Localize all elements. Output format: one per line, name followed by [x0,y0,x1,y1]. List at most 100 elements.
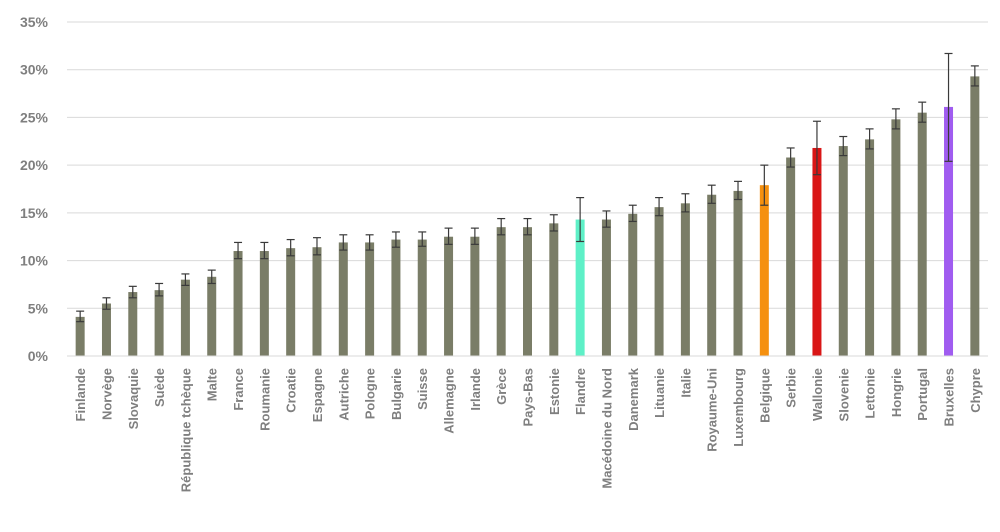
bar [601,219,611,356]
bars [75,76,980,357]
y-tick-label: 20% [20,157,49,173]
bar [128,292,138,356]
error-bar [365,234,374,251]
y-tick-label: 5% [28,300,49,316]
x-category-label: Allemagne [442,368,457,434]
x-category-label: Macédoine du Nord [599,368,614,489]
x-category-label: Norvège [99,368,114,420]
error-bar [549,214,558,232]
x-category-label: Malte [205,368,220,401]
x-category-label: Autriche [336,368,351,421]
error-bar [155,282,164,297]
x-category-label: République tchèque [178,368,193,492]
bar [523,227,532,356]
error-bar [260,241,269,260]
bar [101,303,111,356]
x-category-label: Wallonie [810,368,825,421]
error-bar [418,231,427,247]
error-bar [128,285,137,299]
error-bars [76,52,979,323]
x-category-label: Serbie [784,368,799,408]
error-bar [681,193,690,213]
x-category-label: Suède [152,368,167,407]
x-category-label: Grèce [494,368,509,405]
error-bar [523,217,532,236]
bar [628,213,638,356]
x-category-label: Croatie [284,368,299,413]
error-bar [707,184,716,204]
bar [338,242,348,356]
bar [891,119,901,356]
error-bar [76,310,85,323]
x-category-label: Bruxelles [942,368,957,427]
error-bar [891,108,900,130]
x-category-label: Lituanie [652,368,667,418]
x-category-label: Pologne [363,368,378,419]
bar [444,236,454,356]
x-category-label: Roumanie [257,368,272,431]
x-category-label: France [231,368,246,411]
bar [707,194,717,356]
error-bar [497,217,506,236]
x-category-label: Slovaquie [126,368,141,429]
bar [180,279,190,356]
error-bar [918,101,927,123]
bar [970,76,980,356]
y-axis-tick-labels: 0% 5% 10% 15% 20% 25% 30% 35% [20,14,49,364]
bar [865,139,875,356]
error-bar [102,297,111,310]
error-bar [470,227,479,245]
x-category-label: Espagne [310,368,325,422]
y-tick-label: 10% [20,253,49,269]
bar [944,106,954,356]
bar [786,157,796,356]
x-category-label: Hongrie [889,368,904,417]
bar [207,276,217,356]
bar [759,185,769,356]
error-bar [339,234,348,251]
error-bar [865,128,874,150]
bar [733,190,743,356]
error-bar [628,204,637,223]
error-bar [944,52,953,162]
x-category-label: Royaume-Uni [705,368,720,452]
bar [812,147,822,356]
y-tick-label: 25% [20,109,49,125]
error-bar [734,180,743,201]
y-tick-label: 0% [28,348,49,364]
y-tick-label: 35% [20,14,49,30]
error-bar [312,237,321,256]
error-bar [234,241,243,260]
x-category-label: Lettonie [863,368,878,419]
error-bar [207,269,216,285]
x-category-label: Flandre [573,368,588,415]
error-bar [786,147,795,168]
bar [312,247,322,356]
bar [75,316,85,356]
x-category-label: Pays-Bas [521,368,536,427]
x-axis-category-labels: Finlande Norvège Slovaquie Suède République … [73,367,983,492]
gridlines [67,21,988,309]
error-bar [576,196,585,243]
bar [654,207,664,356]
bar [154,290,164,356]
error-bar [444,227,453,245]
error-bar [655,196,664,217]
bar [917,112,927,357]
x-category-label: Chypre [968,368,983,413]
x-category-label: Slovenie [836,368,851,421]
x-category-label: Luxembourg [731,368,746,447]
x-category-label: Portugal [915,368,930,421]
bar [259,251,269,356]
x-category-label: Danemark [626,367,641,431]
error-bar [391,231,400,248]
bar [391,239,401,356]
error-bar [181,273,190,286]
x-category-label: Finlande [73,368,88,421]
bar [575,219,585,356]
error-bar [760,164,769,206]
x-category-label: Irlande [468,368,483,411]
bar [680,203,690,356]
x-category-label: Belgique [757,368,772,423]
